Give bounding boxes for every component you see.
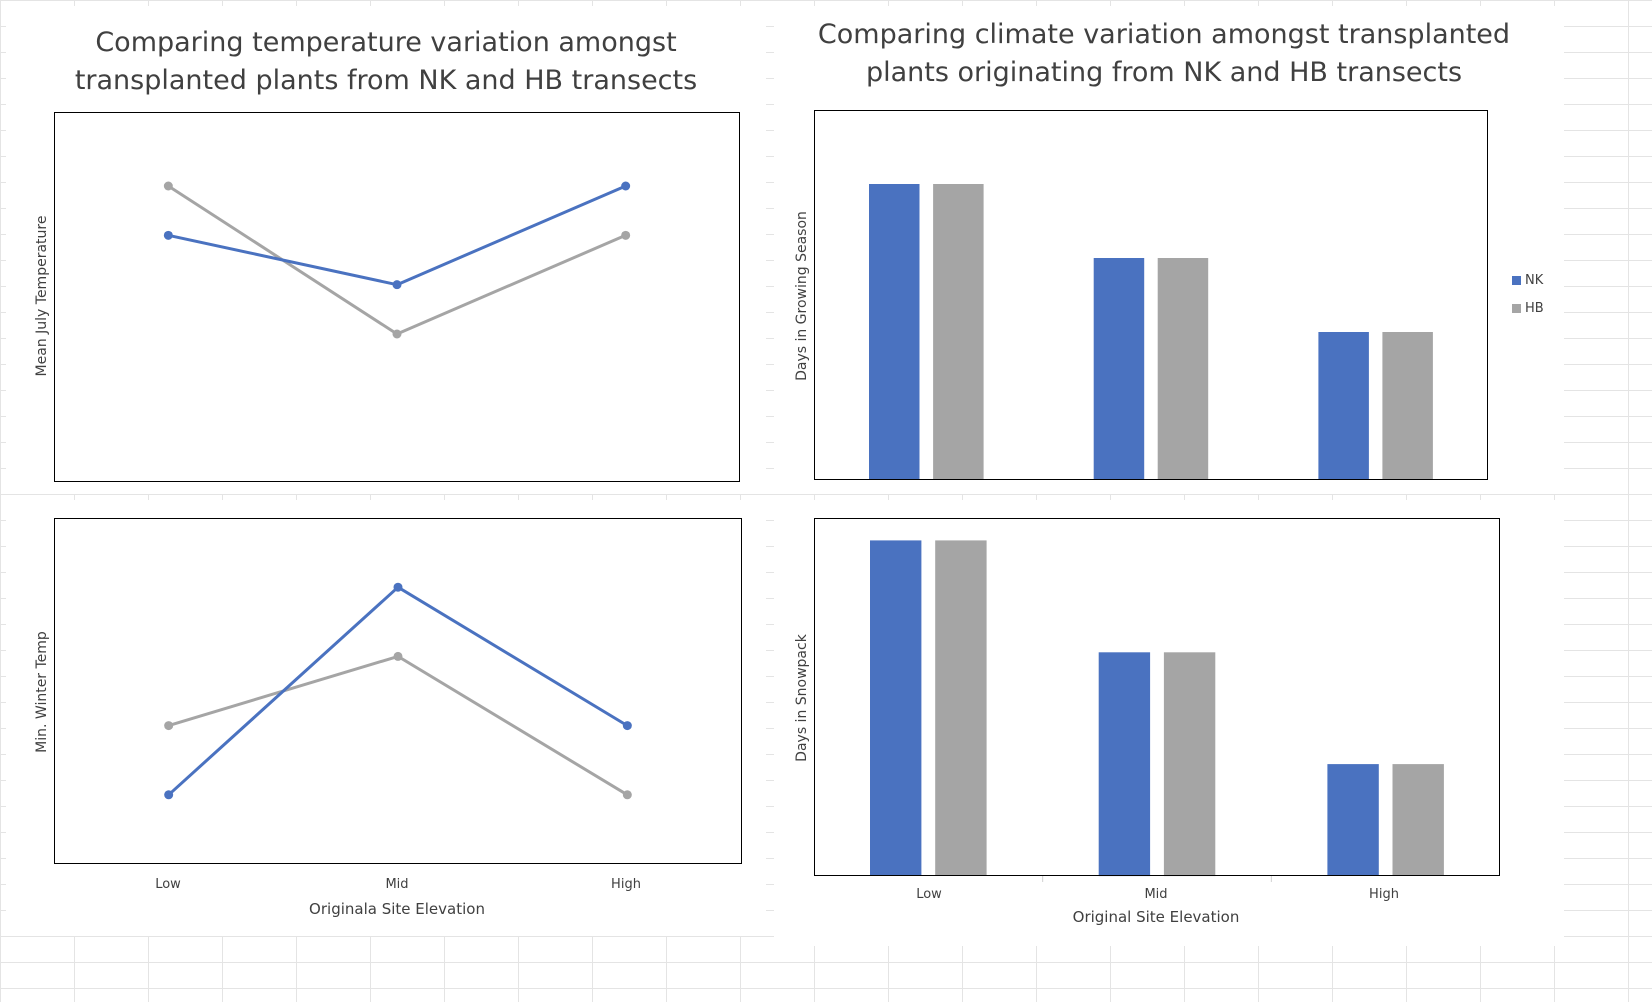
chart-winter-ylabel: Min. Winter Temp bbox=[34, 631, 50, 753]
chart-snow-ylabel: Days in Snowpack bbox=[794, 634, 810, 762]
chart-july-point-nk-mid bbox=[392, 280, 402, 290]
chart-winter-series-nk-line bbox=[167, 585, 629, 796]
chart-snow-frame bbox=[814, 518, 1500, 876]
chart-snow-xtick-mid: Mid bbox=[1144, 887, 1168, 902]
chart-july-point-nk-high bbox=[621, 181, 631, 191]
chart-growing-bar-hb-high bbox=[1382, 332, 1433, 480]
chart-july-title-line-2: transplanted plants from NK and HB trans… bbox=[74, 65, 698, 96]
chart-winter-series-hb-line bbox=[168, 654, 629, 797]
chart-july-frame bbox=[54, 112, 740, 482]
chart-winter-point-hb-mid bbox=[393, 651, 403, 661]
chart-growing-panel: Comparing climate variation amongst tran… bbox=[774, 6, 1564, 494]
chart-growing-ylabel: Days in Growing Season bbox=[794, 211, 810, 381]
chart-growing-plot bbox=[814, 110, 1488, 480]
chart-growing-title-line-1: Comparing climate variation amongst tran… bbox=[817, 19, 1511, 50]
legend-label-nk: NK bbox=[1525, 272, 1544, 288]
chart-winter-point-hb-high bbox=[622, 790, 632, 800]
chart-winter-panel: Min. Winter Temp Low Mid High Originala … bbox=[6, 500, 766, 936]
chart-growing-frame bbox=[814, 110, 1488, 480]
chart-snow-plot bbox=[814, 518, 1500, 882]
legend-label-hb: HB bbox=[1525, 300, 1544, 316]
legend-item-nk: NK bbox=[1512, 266, 1544, 294]
legend-item-hb: HB bbox=[1512, 294, 1544, 322]
chart-snow-xlabel: Original Site Elevation bbox=[1072, 908, 1240, 926]
chart-growing-title: Comparing climate variation amongst tran… bbox=[774, 16, 1554, 92]
chart-winter-point-nk-high bbox=[622, 721, 632, 731]
chart-growing-bar-nk-high bbox=[1318, 332, 1369, 480]
chart-july-point-hb-high bbox=[621, 230, 631, 240]
chart-winter-point-nk-mid bbox=[393, 582, 403, 592]
chart-snow-bar-hb-high bbox=[1392, 764, 1444, 876]
chart-winter-plot bbox=[54, 518, 742, 864]
chart-july-series-hb-line bbox=[167, 184, 627, 336]
chart-winter-xlabel: Originala Site Elevation bbox=[309, 900, 485, 918]
chart-july-point-hb-mid bbox=[392, 329, 402, 339]
chart-july-plot bbox=[54, 112, 740, 482]
chart-winter-point-nk-low bbox=[164, 790, 174, 800]
chart-growing-bar-nk-mid bbox=[1093, 258, 1145, 480]
chart-winter-xtick-low: Low bbox=[155, 877, 181, 892]
chart-july-title-line-1: Comparing temperature variation amongst bbox=[95, 27, 677, 58]
chart-july-panel: Comparing temperature variation amongst … bbox=[6, 6, 766, 494]
chart-winter-xtick-high: High bbox=[611, 877, 641, 892]
chart-snow-bar-nk-mid bbox=[1098, 652, 1151, 877]
chart-snow-bar-nk-low bbox=[870, 540, 922, 876]
chart-growing-bar-hb-mid bbox=[1157, 258, 1209, 480]
chart-winter-frame bbox=[54, 518, 742, 864]
chart-july-point-hb-low bbox=[163, 181, 173, 191]
chart-july-ylabel: Mean July Temperature bbox=[34, 215, 50, 377]
chart-snow-bar-hb-low bbox=[935, 540, 987, 876]
legend-swatch-hb bbox=[1512, 303, 1521, 313]
chart-july-series-nk-line bbox=[167, 184, 627, 287]
legend-swatch-nk bbox=[1512, 275, 1521, 285]
chart-winter-xtick-mid: Mid bbox=[385, 877, 409, 892]
chart-growing-bar-nk-low bbox=[869, 184, 920, 480]
chart-growing-title-line-2: plants originating from NK and HB transe… bbox=[865, 57, 1463, 88]
chart-winter-point-hb-low bbox=[164, 721, 174, 731]
chart-snow-xtick-low: Low bbox=[916, 887, 942, 902]
chart-snow-panel: Days in Snowpack Low Mid High Original S… bbox=[774, 500, 1564, 946]
chart-snow-bar-nk-high bbox=[1327, 764, 1379, 876]
chart-july-title: Comparing temperature variation amongst … bbox=[6, 24, 766, 100]
chart-growing-bar-hb-low bbox=[933, 184, 984, 480]
chart-growing-legend: NK HB bbox=[1512, 266, 1544, 322]
chart-july-point-nk-low bbox=[163, 230, 173, 240]
chart-snow-xtick-high: High bbox=[1369, 887, 1399, 902]
chart-snow-bar-hb-mid bbox=[1163, 652, 1216, 877]
